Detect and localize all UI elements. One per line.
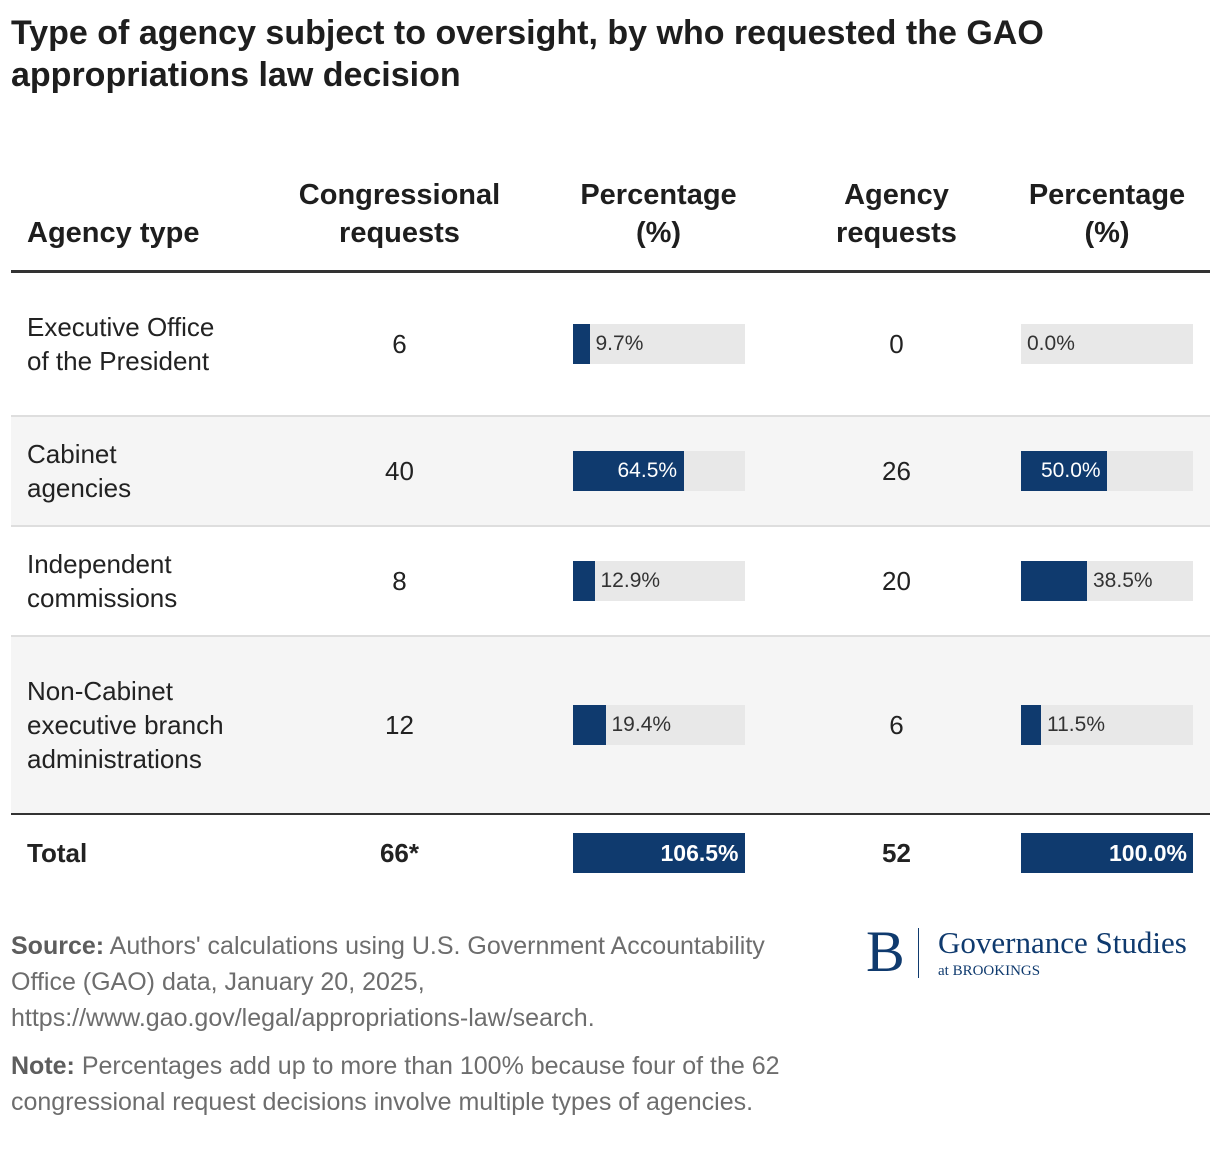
congressional-requests-cell: 6 [271, 271, 528, 417]
agency-type-cell: Independent commissions [11, 526, 271, 637]
column-header-label: Congressional requests [298, 178, 501, 249]
bar-fill [572, 705, 606, 745]
source-text: Authors' calculations using U.S. Governm… [11, 932, 765, 1032]
bar-fill [572, 561, 595, 601]
agency-pct-cell: 11.5% [1004, 636, 1210, 815]
total-label: Total [27, 838, 88, 868]
column-header-label: Agency type [27, 216, 200, 249]
column-header-label: Percentage (%) [1028, 178, 1186, 249]
column-header: Agency requests [789, 170, 1004, 273]
bar-fill [572, 451, 684, 491]
table-row: Executive Office of the President 6 9.7%… [11, 271, 1210, 417]
column-header-label: Percentage (%) [580, 178, 737, 249]
column-header: Percentage (%) [528, 170, 789, 273]
bar-value-label: 64.5% [617, 459, 678, 482]
bar-value-label: 9.7% [595, 331, 644, 355]
source-label: Source: [11, 932, 105, 960]
agency-pct-bar: 11.5% [1021, 705, 1193, 745]
agency-type-cell: Non-Cabinet executive branch administrat… [11, 636, 271, 815]
table-row: Independent commissions 8 12.9% 20 38.5% [11, 526, 1210, 637]
bar-value-label: 50.0% [1041, 459, 1101, 482]
total-congressional-pct-cell: 106.5% [528, 814, 789, 891]
agency-requests-cell: 26 [789, 416, 1004, 527]
total-agency-requests: 52 [882, 838, 911, 868]
total-agency-pct-bar: 100.0% [1021, 833, 1193, 873]
agency-pct-cell: 0.0% [1004, 271, 1210, 417]
agency-pct-bar: 38.5% [1021, 561, 1193, 601]
bar-value-label: 38.5% [1093, 569, 1153, 592]
congressional-requests-cell: 8 [271, 526, 528, 637]
chart-footer: Source: Authors' calculations using U.S.… [11, 928, 811, 1132]
logo-line-2: at BROOKINGS [938, 963, 1041, 979]
data-table: Agency type Congressional requests Perce… [11, 170, 1210, 891]
agency-type-cell: Cabinet agencies [11, 416, 271, 527]
total-congressional-pct-bar: 106.5% [572, 833, 745, 873]
source-note: Source: Authors' calculations using U.S.… [11, 928, 811, 1036]
column-header-label: Agency requests [836, 178, 957, 249]
bar-fill [1021, 451, 1107, 491]
bar-value-label: 0.0% [1027, 331, 1075, 355]
bar-fill [1021, 561, 1087, 601]
congressional-requests-cell: 40 [271, 416, 528, 527]
bar-fill [572, 833, 745, 873]
logo-letter: B [866, 919, 905, 984]
congressional-requests-cell: 12 [271, 636, 528, 815]
bar-value-label: 100.0% [1109, 840, 1188, 866]
agency-pct-bar: 0.0% [1021, 323, 1193, 364]
agency-type-label: Executive Office of the President [27, 311, 215, 376]
column-header: Percentage (%) [1004, 170, 1210, 273]
congressional-pct-cell: 19.4% [528, 636, 789, 815]
column-header: Agency type [11, 170, 271, 273]
agency-requests-cell: 0 [789, 271, 1004, 417]
table-row: Cabinet agencies 40 64.5% 26 50.0% [11, 416, 1210, 527]
bar-value-label: 106.5% [660, 840, 739, 866]
total-congressional-requests: 66* [379, 838, 420, 868]
agency-pct-cell: 38.5% [1004, 526, 1210, 637]
bar-fill [1021, 833, 1193, 873]
column-header: Congressional requests [271, 170, 528, 273]
note-label: Note: [11, 1052, 75, 1080]
bar-fill [1021, 705, 1041, 745]
agency-pct-bar: 50.0% [1021, 451, 1193, 491]
total-row: Total 66* 106.5% 52 100.0% [11, 814, 1210, 891]
congressional-pct-cell: 9.7% [528, 271, 789, 417]
bar-fill [572, 323, 590, 364]
bar-value-label: 11.5% [1047, 713, 1105, 736]
total-agency-pct-cell: 100.0% [1004, 814, 1210, 891]
note: Note: Percentages add up to more than 10… [11, 1048, 811, 1120]
logo-divider [918, 928, 919, 978]
bar-value-label: 19.4% [611, 713, 672, 736]
bar-value-label: 12.9% [600, 569, 661, 592]
congressional-pct-cell: 64.5% [528, 416, 789, 527]
agency-type-label: Non-Cabinet executive branch administrat… [27, 676, 224, 774]
note-text: Percentages add up to more than 100% bec… [11, 1052, 780, 1116]
congressional-pct-bar: 12.9% [572, 561, 745, 601]
congressional-pct-cell: 12.9% [528, 526, 789, 637]
congressional-pct-bar: 64.5% [572, 451, 745, 491]
congressional-pct-bar: 19.4% [572, 705, 745, 745]
logo-line-1: Governance Studies [938, 925, 1187, 960]
agency-type-label: Cabinet agencies [27, 439, 132, 503]
agency-type-label: Independent commissions [27, 549, 178, 613]
congressional-pct-bar: 9.7% [572, 323, 745, 364]
table-row: Non-Cabinet executive branch administrat… [11, 636, 1210, 815]
agency-type-cell: Executive Office of the President [11, 271, 271, 417]
chart-title: Type of agency subject to oversight, by … [11, 14, 1044, 94]
agency-requests-cell: 6 [789, 636, 1004, 815]
agency-requests-cell: 20 [789, 526, 1004, 637]
agency-pct-cell: 50.0% [1004, 416, 1210, 527]
